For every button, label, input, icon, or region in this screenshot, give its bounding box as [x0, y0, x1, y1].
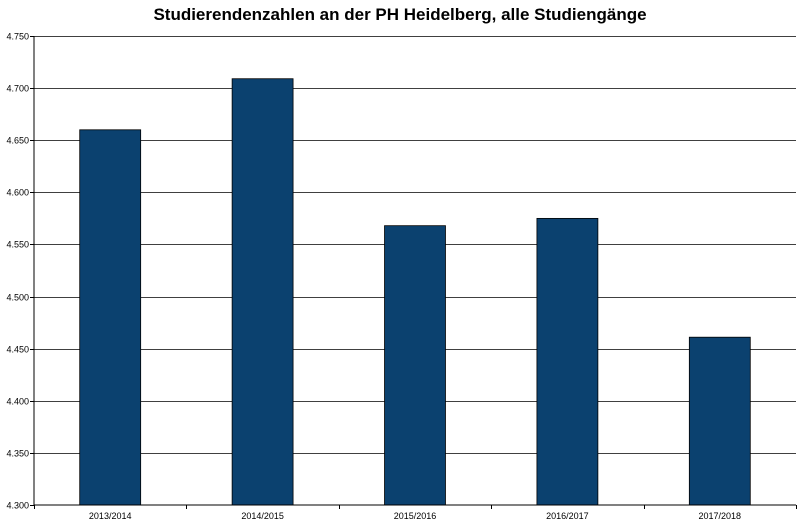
x-tick-label: 2014/2015	[241, 511, 284, 521]
y-tick-label: 4.700	[6, 84, 29, 94]
x-tick-label: 2015/2016	[394, 511, 437, 521]
y-axis-ticks: 4.300 4.350 4.400 4.450 4.500 4.550 4.600 4.650…	[6, 32, 34, 511]
y-tick-label: 4.450	[6, 345, 29, 355]
y-tick-label: 4.400	[6, 397, 29, 407]
bar	[231, 78, 294, 506]
bar	[688, 336, 751, 506]
x-tick-label: 2013/2014	[89, 511, 132, 521]
y-tick-label: 4.500	[6, 293, 29, 303]
y-tick-label: 4.750	[6, 32, 29, 42]
y-tick-label: 4.350	[6, 449, 29, 459]
y-tick-label: 4.550	[6, 240, 29, 250]
x-tick-label: 2016/2017	[546, 511, 589, 521]
x-tick-label: 2017/2018	[699, 511, 742, 521]
bars	[79, 78, 751, 506]
y-tick-label: 4.600	[6, 188, 29, 198]
bar	[536, 217, 599, 506]
chart-title: Studierendenzahlen an der PH Heidelberg,…	[153, 5, 647, 24]
y-tick-label: 4.650	[6, 136, 29, 146]
bar	[79, 129, 142, 506]
y-tick-label: 4.300	[6, 501, 29, 511]
x-axis-ticks: 2013/2014 2014/2015 2015/2016 2016/2017 2017…	[34, 505, 797, 521]
bar	[384, 225, 446, 506]
